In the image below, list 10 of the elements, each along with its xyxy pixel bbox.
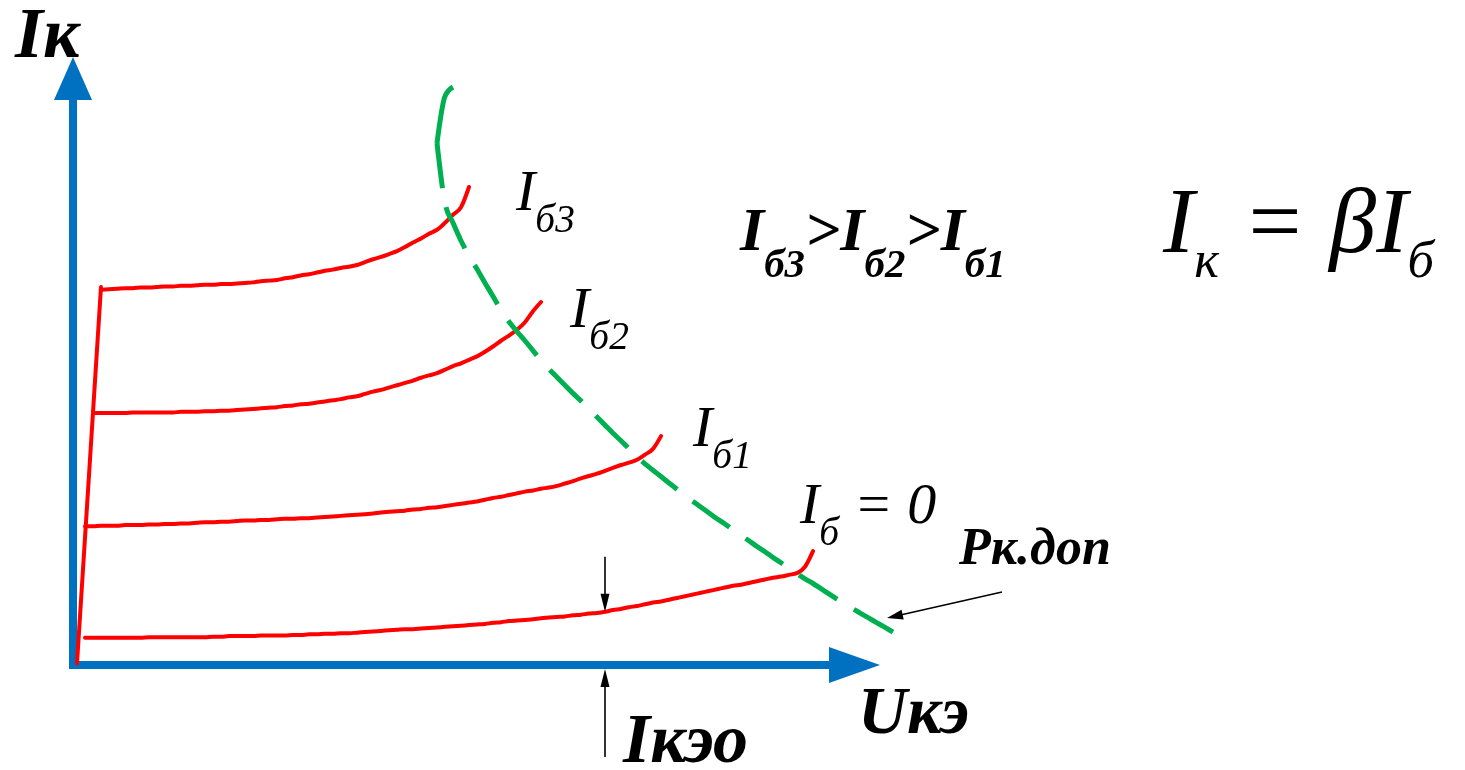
series-label: I$_{б3}$ — [515, 157, 575, 242]
y-axis-title: Iк — [14, 0, 82, 73]
series-label: I$_{б}$ = 0 — [799, 471, 937, 555]
series-label: I$_{б2}$ — [569, 275, 629, 359]
annotation: I$_{б3}$>I$_{б2}$>I$_{б1}$ — [739, 195, 1006, 286]
text: Iкэо — [622, 700, 748, 770]
text: I$_{к}$ = βI$_{б}$ — [1162, 168, 1436, 289]
series-label: I$_{б1}$ — [692, 394, 752, 478]
series-label: Pк.доп — [958, 518, 1111, 576]
x-axis-title: Uкэ — [858, 672, 969, 748]
